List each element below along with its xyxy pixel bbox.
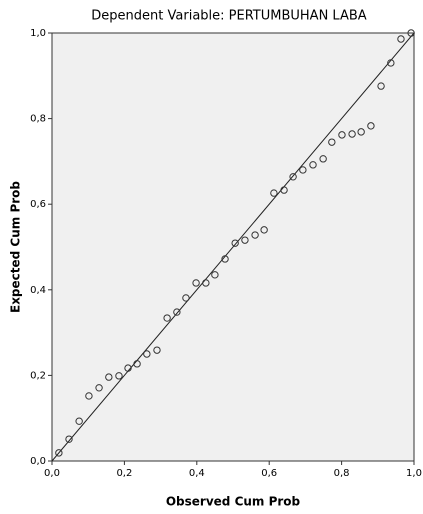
- y-tick-label: 0,4: [30, 285, 46, 296]
- x-tick-label: 0,2: [116, 468, 132, 479]
- y-tick-label: 1,0: [30, 28, 46, 39]
- point: [319, 155, 327, 163]
- point: [65, 435, 73, 443]
- point: [75, 417, 83, 425]
- point: [153, 346, 161, 354]
- point: [367, 122, 375, 130]
- y-tick-label: 0,0: [30, 456, 46, 467]
- point: [202, 279, 210, 287]
- point: [231, 239, 239, 247]
- point: [115, 372, 123, 380]
- point: [173, 308, 181, 316]
- point: [192, 279, 200, 287]
- point: [211, 271, 219, 279]
- point: [407, 29, 415, 37]
- x-tick-label: 1,0: [406, 468, 422, 479]
- x-tick-label: 0,8: [334, 468, 350, 479]
- point: [95, 384, 103, 392]
- point: [328, 138, 336, 146]
- point: [163, 314, 171, 322]
- point: [221, 255, 229, 263]
- point: [289, 173, 297, 181]
- point: [182, 294, 190, 302]
- reference-line: [51, 32, 415, 462]
- y-tick-label: 0,2: [30, 370, 46, 381]
- y-tick-label: 0,8: [30, 114, 46, 125]
- x-tick-label: 0,4: [189, 468, 205, 479]
- x-axis-label: Observed Cum Prob: [166, 495, 301, 509]
- point: [348, 130, 356, 138]
- chart-title: Dependent Variable: PERTUMBUHAN LABA: [91, 9, 366, 24]
- point: [357, 128, 365, 136]
- point: [270, 189, 278, 197]
- point: [143, 350, 151, 358]
- point: [299, 166, 307, 174]
- point: [387, 59, 395, 67]
- point: [241, 236, 249, 244]
- point: [55, 449, 63, 457]
- y-axis-label: Expected Cum Prob: [9, 181, 23, 313]
- point: [133, 360, 141, 368]
- point: [124, 364, 132, 372]
- x-tick-label: 0,6: [261, 468, 277, 479]
- point: [85, 392, 93, 400]
- point: [338, 131, 346, 139]
- x-tick-label: 0,0: [44, 468, 60, 479]
- point: [397, 35, 405, 43]
- point: [260, 226, 268, 234]
- y-tick-label: 0,6: [30, 199, 46, 210]
- point: [309, 161, 317, 169]
- point: [280, 186, 288, 194]
- point: [105, 373, 113, 381]
- point: [377, 82, 385, 90]
- point: [251, 231, 259, 239]
